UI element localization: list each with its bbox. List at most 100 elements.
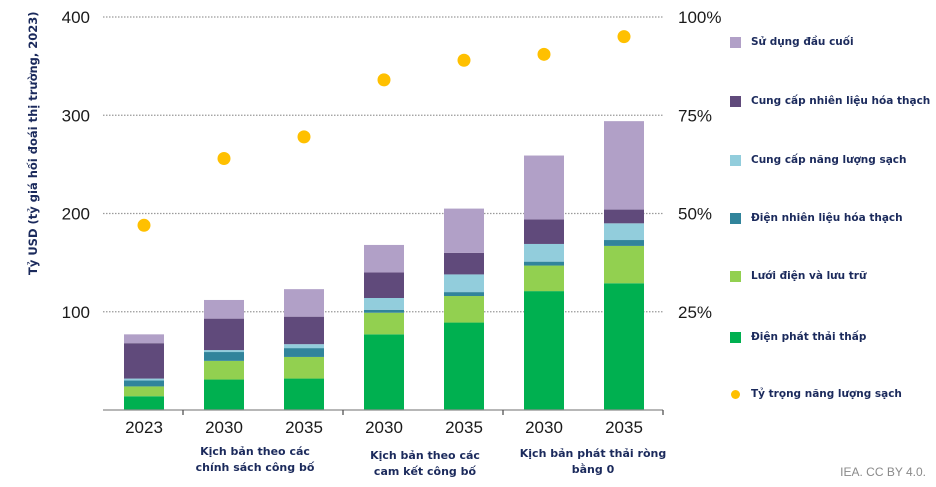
bar-stack: [204, 299, 244, 410]
y-tick-label: 300: [62, 106, 90, 125]
y-tick-label: 200: [62, 205, 90, 224]
group-label-net-zero: Kịch bản phát thải ròng bằng 0: [505, 446, 681, 478]
bar-segment: [204, 299, 244, 319]
x-tick-label: 2035: [445, 418, 483, 437]
legend-label: Tỷ trọng năng lượng sạch: [751, 388, 902, 400]
clean-share-dot: [377, 73, 391, 87]
bar-segment: [364, 244, 404, 273]
bar-segment: [284, 356, 324, 379]
bar-segment: [444, 322, 484, 410]
bar-segment: [364, 312, 404, 335]
bar-segment: [204, 360, 244, 380]
bar-stack: [604, 121, 644, 410]
legend-label: Sử dụng đầu cuối: [751, 36, 854, 48]
legend-dot-icon: [731, 389, 740, 399]
bar-segment: [284, 348, 324, 357]
y2-tick-label: 50%: [678, 205, 712, 224]
bar-segment: [444, 252, 484, 275]
legend-label: Cung cấp nhiên liệu hóa thạch: [751, 95, 931, 107]
bar-segment: [364, 309, 404, 313]
bar-segment: [284, 344, 324, 349]
y-axis-left-ticks: 100 200 300 400: [62, 8, 90, 322]
clean-share-dot: [297, 130, 311, 144]
group-label-announced-pledges: Kịch bản theo các cam kết công bố: [345, 448, 505, 480]
legend-item-fossil-fuel-supply: Cung cấp nhiên liệu hóa thạch: [730, 93, 936, 109]
bar-segment: [444, 292, 484, 297]
bar-segment: [604, 245, 644, 284]
legend-label: Điện nhiên liệu hóa thạch: [751, 212, 903, 224]
group-label-line: cam kết công bố: [373, 465, 477, 478]
legend-label: Điện phát thải thấp: [751, 331, 867, 343]
y-tick-label: 400: [62, 8, 90, 27]
bar-segment: [444, 296, 484, 323]
legend-item-end-use: Sử dụng đầu cuối: [730, 34, 936, 50]
x-tick-label: 2023: [125, 418, 163, 437]
bar-segment: [124, 396, 164, 410]
group-label-line: Kịch bản theo các: [200, 445, 310, 458]
bar-segment: [124, 380, 164, 387]
legend-item-fossil-power: Điện nhiên liệu hóa thạch: [730, 210, 936, 226]
clean-share-dot: [137, 218, 151, 232]
legend-item-clean-energy-supply: Cung cấp năng lượng sạch: [730, 152, 936, 168]
bar-segment: [444, 208, 484, 253]
x-axis: [103, 409, 664, 415]
bar-segment: [604, 240, 644, 246]
y2-tick-label: 75%: [678, 106, 712, 125]
legend-swatch-icon: [730, 331, 741, 343]
bars: [124, 121, 644, 410]
legend-item-low-emission-power: Điện phát thải thấp: [730, 329, 936, 345]
bar-segment: [604, 209, 644, 224]
clean-share-dots: [137, 30, 631, 232]
legend-swatch-icon: [730, 95, 741, 107]
y-axis-title: Tỷ USD (tỷ giá hối đoái thị trường, 2023…: [26, 11, 40, 275]
x-tick-label: 2035: [605, 418, 643, 437]
legend-swatch-icon: [730, 212, 741, 224]
bar-segment: [524, 265, 564, 292]
bar-segment: [124, 378, 164, 381]
legend-swatch-icon: [730, 270, 741, 282]
group-label-stated-policies: Kịch bản theo các chính sách công bố: [175, 444, 335, 476]
bar-segment: [524, 243, 564, 262]
bar-segment: [284, 289, 324, 317]
bar-segment: [444, 274, 484, 293]
legend-item-grids-storage: Lưới điện và lưu trữ: [730, 268, 936, 284]
bar-segment: [284, 316, 324, 345]
legend-item-clean-share: Tỷ trọng năng lượng sạch: [730, 386, 936, 402]
bar-stack: [524, 155, 564, 410]
bar-segment: [124, 386, 164, 397]
bar-segment: [204, 352, 244, 361]
bar-stack: [444, 208, 484, 410]
group-label-line: chính sách công bố: [195, 461, 315, 474]
x-tick-label: 2035: [285, 418, 323, 437]
legend-swatch-icon: [730, 36, 741, 48]
bar-segment: [204, 318, 244, 351]
bar-segment: [524, 155, 564, 220]
clean-share-dot: [537, 47, 551, 61]
bar-segment: [284, 378, 324, 410]
bar-segment: [604, 283, 644, 410]
group-label-line: Kịch bản theo các: [370, 449, 480, 462]
bar-segment: [124, 334, 164, 344]
y-tick-label: 100: [62, 303, 90, 322]
bar-segment: [364, 297, 404, 310]
x-axis-ticks: 2023 2030 2035 2030 2035 2030 2035: [125, 418, 643, 437]
y2-tick-label: 100%: [678, 8, 721, 27]
bar-segment: [604, 223, 644, 241]
bar-segment: [204, 350, 244, 353]
y2-tick-label: 25%: [678, 303, 712, 322]
bar-stack: [364, 244, 404, 410]
x-tick-label: 2030: [365, 418, 403, 437]
bar-stack: [124, 334, 164, 410]
legend-swatch-icon: [730, 154, 741, 166]
bar-segment: [364, 272, 404, 298]
y-axis-right-ticks: 25% 50% 75% 100%: [678, 8, 721, 322]
bar-segment: [204, 379, 244, 410]
legend-label: Cung cấp năng lượng sạch: [751, 154, 907, 166]
bar-segment: [524, 291, 564, 410]
clean-share-dot: [217, 151, 231, 165]
x-tick-label: 2030: [205, 418, 243, 437]
group-label-line: bằng 0: [571, 463, 615, 476]
clean-share-dot: [617, 30, 631, 44]
bar-segment: [364, 334, 404, 410]
